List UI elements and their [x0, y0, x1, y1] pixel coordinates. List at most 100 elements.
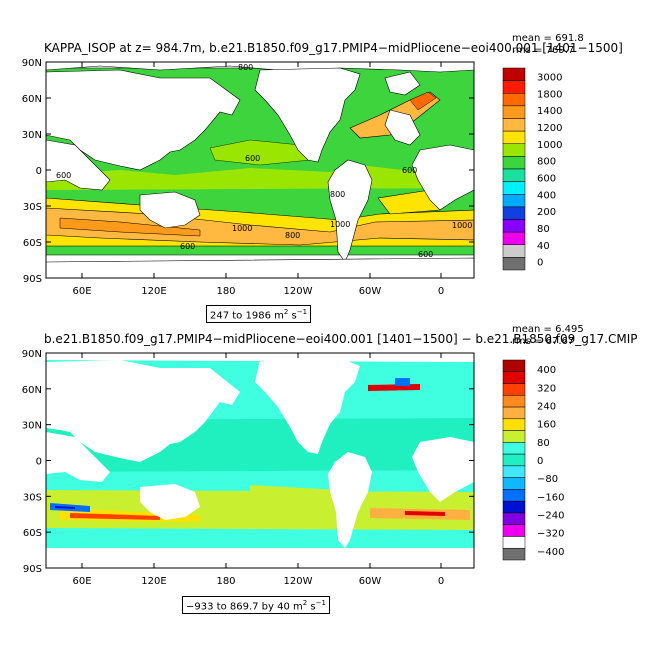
colorbar-swatch [502, 477, 526, 490]
colorbar-swatch [502, 489, 526, 502]
contour-label: 600 [56, 171, 71, 180]
colorbar-swatch [502, 383, 526, 396]
colorbar-label: 3000 [537, 72, 562, 83]
x-tick-label: 60E [72, 576, 91, 587]
colorbar-swatch [502, 231, 526, 245]
colorbar-label: 800 [537, 157, 556, 168]
colorbar-label: 200 [537, 207, 556, 218]
y-tick-label: 30S [23, 492, 42, 503]
panel-1: KAPPA_ISOP at z= 984.7m, b.e21.B1850.f09… [22, 33, 623, 297]
y-tick-label: 0 [36, 166, 42, 177]
colorbar-swatch [502, 418, 526, 431]
colorbar-label: 1800 [537, 89, 562, 100]
y-tick-label: 60S [23, 238, 42, 249]
colorbar-swatch [502, 130, 526, 144]
colorbar-label: −80 [537, 474, 558, 485]
panel-2-range-text: −933 to 869.7 by 40 m [186, 601, 303, 613]
panel-2-neg-anom-2 [55, 506, 75, 509]
panel-2-natl-blue [395, 378, 410, 386]
colorbar-swatch [502, 442, 526, 455]
panel-2-colorbar: 400 320 240 160 80 0 −80 −160 −240 −320 −400 [502, 359, 564, 561]
x-tick-label: 120W [284, 286, 313, 297]
panel-2: b.e21.B1850.f09_g17.PMIP4−midPliocene−eo… [22, 324, 638, 587]
y-tick-label: 30N [22, 130, 42, 141]
colorbar-swatch [502, 395, 526, 408]
colorbar-swatch [502, 105, 526, 119]
colorbar-label: 0 [537, 258, 543, 269]
colorbar-label: 400 [537, 190, 556, 201]
x-tick-label: 120E [141, 576, 166, 587]
panel-1-range-label: 247 to 1986 m2 s−1 [206, 305, 312, 324]
contour-label: 600 [402, 166, 417, 175]
colorbar-label: 160 [537, 420, 556, 431]
panel-2-pac-south [250, 485, 340, 500]
colorbar-swatch [502, 359, 526, 373]
x-tick-label: 60W [359, 576, 382, 587]
x-tick-label: 180 [216, 286, 235, 297]
panel-1-north-atlantic-core [409, 91, 437, 111]
panel-1-map: 800 600 800 1000 800 1000 600 1000 600 6… [46, 62, 474, 278]
contour-label: 800 [285, 231, 300, 240]
contour-label: 600 [180, 242, 195, 251]
x-tick-label: 0 [438, 286, 444, 297]
panel-1-range-text: 247 to 1986 m [210, 310, 284, 322]
x-tick-label: 180 [216, 576, 235, 587]
y-tick-label: 60N [22, 385, 42, 396]
colorbar-swatch [502, 536, 526, 549]
contour-label: 600 [418, 250, 433, 259]
colorbar-swatch [502, 453, 526, 467]
panel-2-atl-core [405, 511, 445, 516]
panel-1-contour-labels: 800 600 800 1000 800 1000 600 1000 600 6… [56, 63, 472, 259]
y-tick-label: 30N [22, 421, 42, 432]
panel-1-range-sup2: −1 [296, 308, 308, 316]
colorbar-swatch [502, 181, 526, 195]
panel-2-ticks: 60E 120E 180 120W 60W 0 90N 60N 30N 0 30S 60S 90S [22, 349, 474, 587]
panel-1-land [46, 62, 474, 278]
colorbar-label: −400 [537, 547, 564, 558]
colorbar-swatch [502, 244, 526, 258]
colorbar-swatch [502, 500, 526, 514]
panel-1-rms: rms = 769.7 [512, 45, 574, 56]
panel-2-pos-anom-strong [70, 513, 160, 520]
panel-2-mean: mean = 6.495 [512, 324, 584, 335]
panel-1-range-sup1: 2 [283, 308, 289, 316]
x-tick-label: 0 [438, 576, 444, 587]
y-tick-label: 90S [23, 564, 42, 575]
colorbar-swatch [502, 194, 526, 208]
colorbar-label: 40 [537, 241, 550, 252]
colorbar-swatch [502, 512, 526, 525]
y-tick-label: 90S [23, 274, 42, 285]
colorbar-swatch [502, 156, 526, 170]
y-tick-label: 60S [23, 528, 42, 539]
colorbar-swatch [502, 257, 526, 271]
colorbar-label: 1000 [537, 140, 562, 151]
x-tick-label: 60E [72, 286, 91, 297]
y-tick-label: 90N [22, 58, 42, 69]
panel-1-title: KAPPA_ISOP at z= 984.7m, b.e21.B1850.f09… [44, 41, 623, 55]
y-tick-label: 30S [23, 202, 42, 213]
panel-2-range-mid: s [307, 601, 316, 613]
colorbar-label: 400 [537, 365, 556, 376]
panel-1-mean: mean = 691.8 [512, 33, 584, 44]
contour-label: 800 [330, 190, 345, 199]
contour-label: 800 [238, 63, 253, 72]
colorbar-swatch [502, 406, 526, 420]
colorbar-swatch [502, 547, 526, 561]
colorbar-swatch [502, 93, 526, 107]
panel-2-range-sup1: 2 [302, 599, 308, 607]
panel-2-range-sup2: −1 [315, 599, 326, 607]
panel-2-rms: rms = 67.67 [512, 336, 574, 347]
colorbar-swatch [502, 465, 526, 478]
x-tick-label: 120E [141, 286, 166, 297]
colorbar-label: 1200 [537, 123, 562, 134]
y-tick-label: 0 [36, 457, 42, 468]
colorbar-swatch [502, 168, 526, 182]
panel-2-title: b.e21.B1850.f09_g17.PMIP4−midPliocene−eo… [44, 332, 638, 346]
colorbar-label: 0 [537, 456, 543, 467]
panel-2-range-label: −933 to 869.7 by 40 m2 s−1 [182, 596, 330, 615]
panel-1-acc-peak [59, 217, 201, 237]
contour-label: 1000 [452, 221, 472, 230]
panel-2-map [46, 353, 474, 568]
colorbar-swatch [502, 524, 526, 537]
panel-1-ticks: 60E 120E 180 120W 60W 0 90N 60N 30N 0 30S 60S 90S [22, 58, 474, 297]
